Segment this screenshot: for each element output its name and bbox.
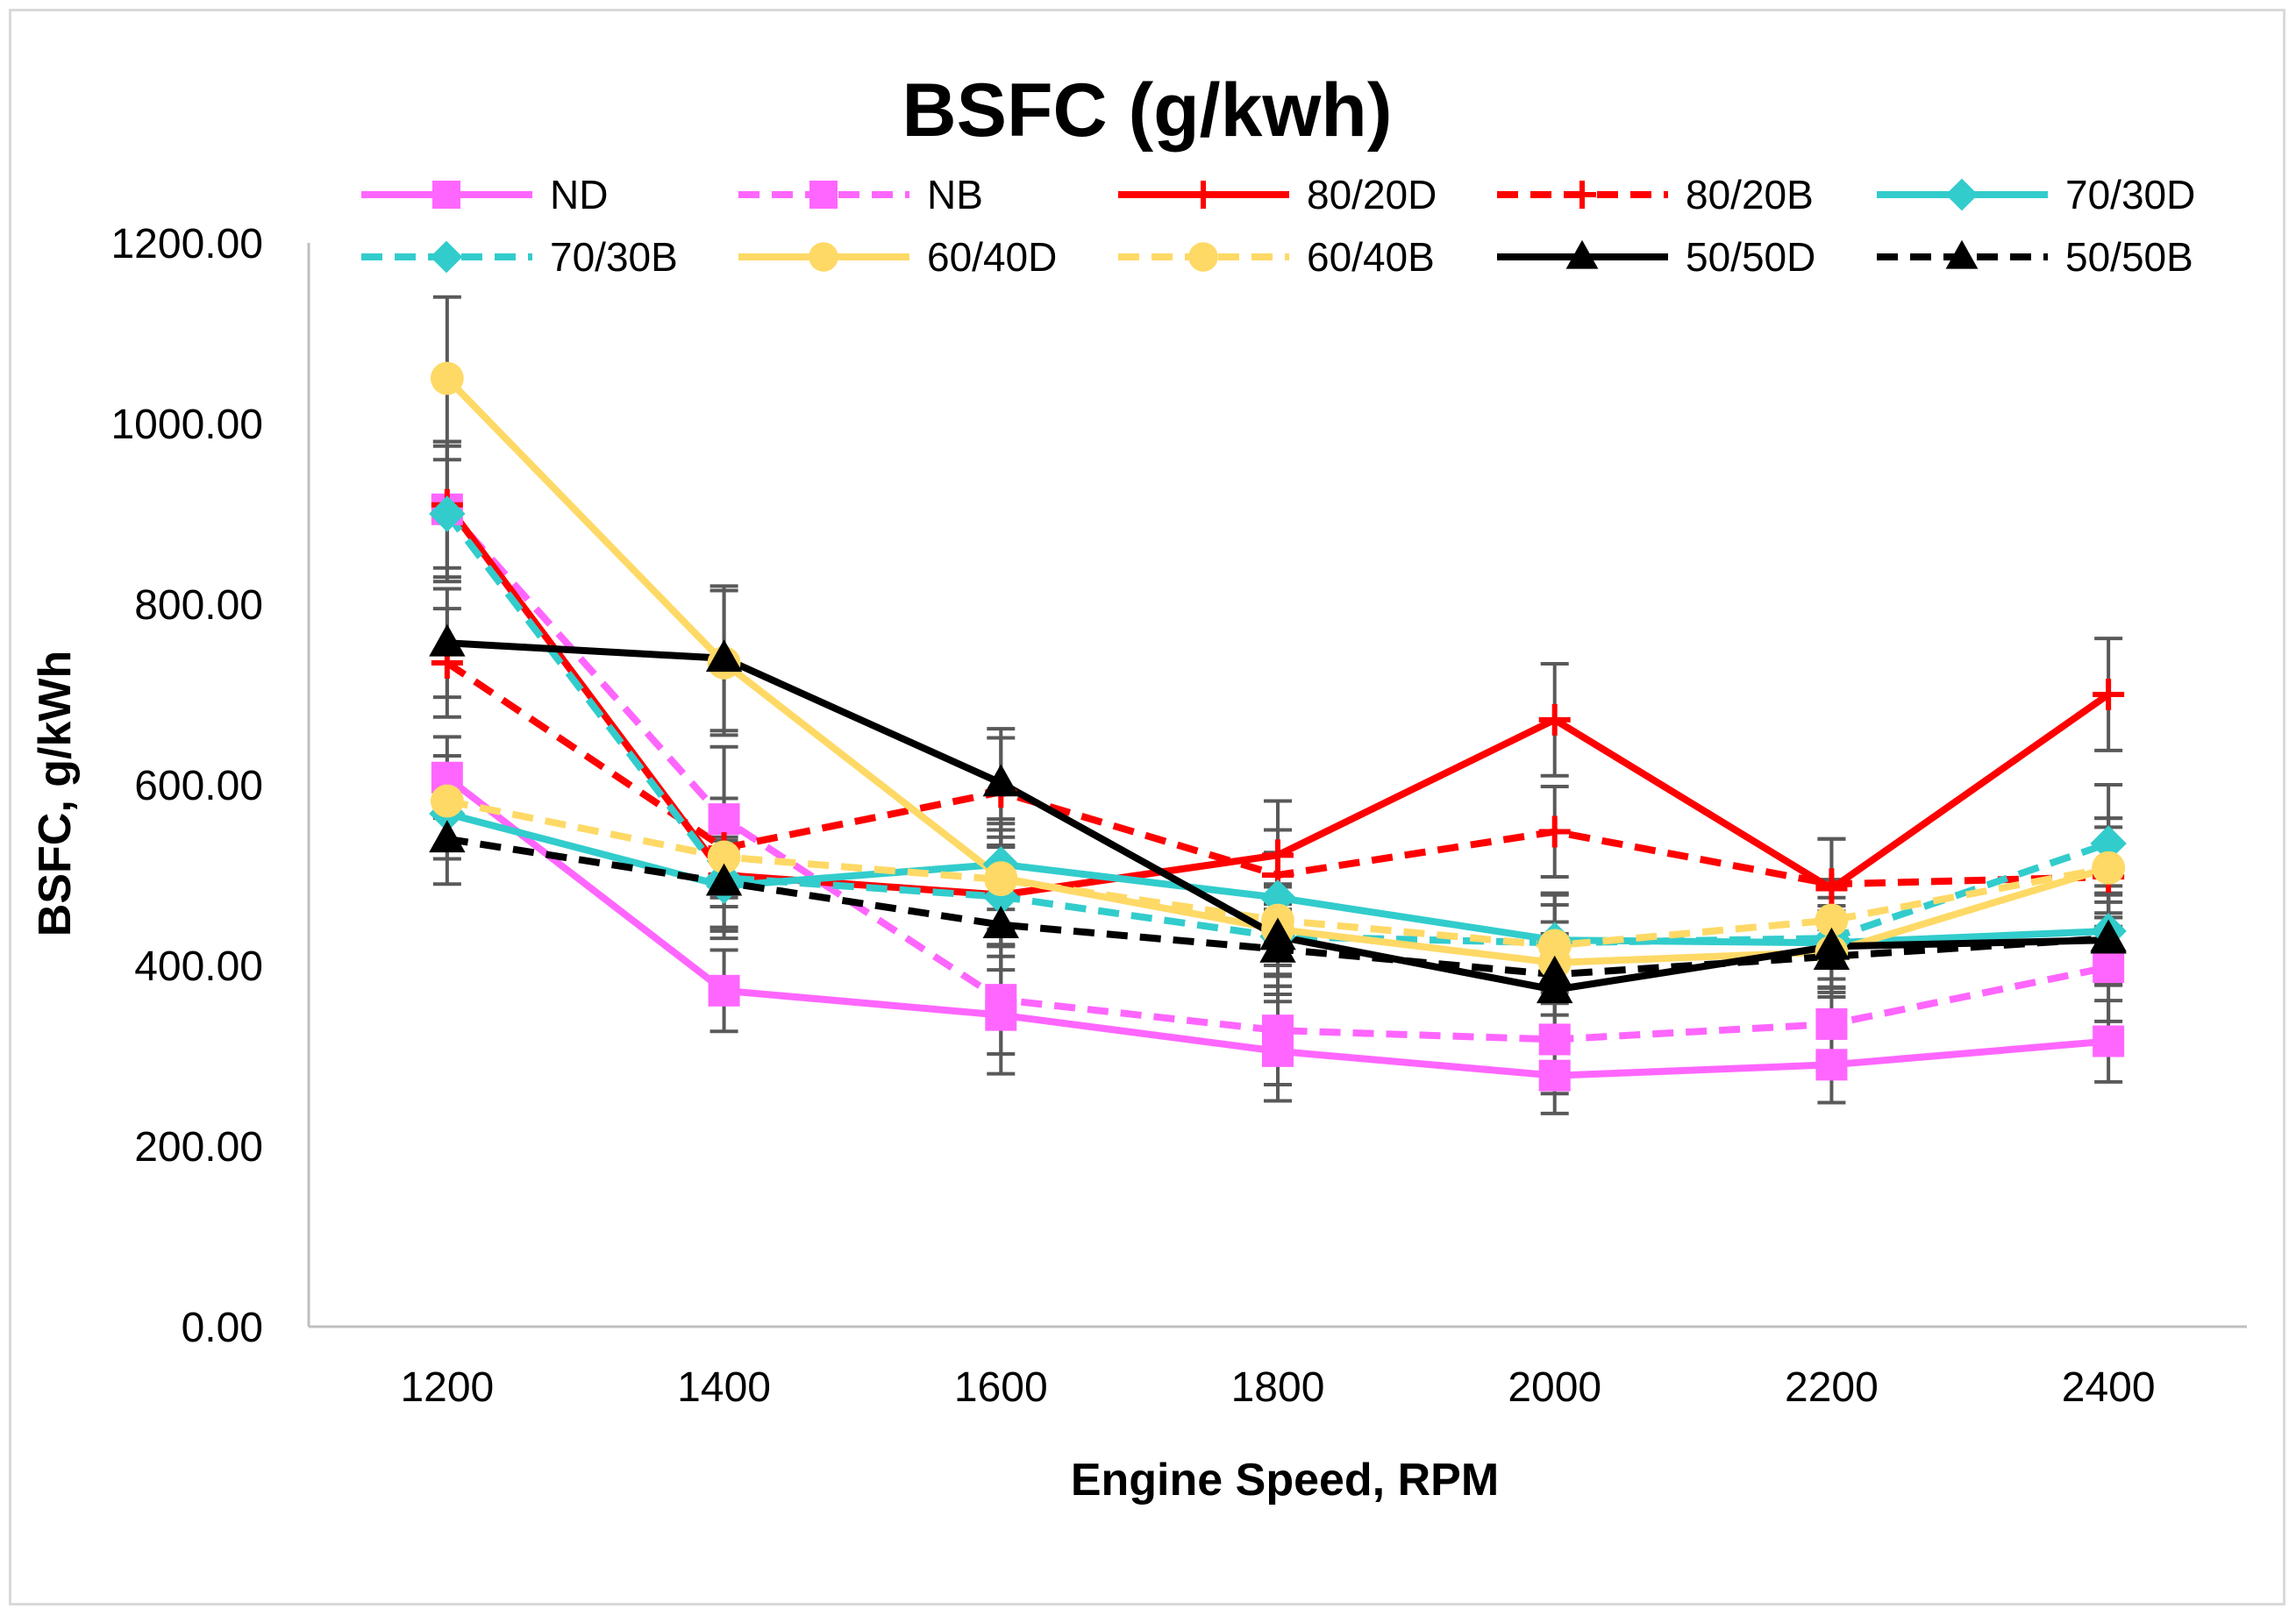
legend-label: 80/20D	[1307, 172, 1437, 217]
chart-title: BSFC (g/kwh)	[902, 68, 1393, 153]
y-tick-label: 0.00	[182, 1305, 263, 1351]
y-tick-label: 400.00	[134, 943, 263, 990]
data-point	[708, 974, 740, 1007]
data-point	[430, 784, 464, 818]
legend-marker	[432, 181, 460, 209]
y-tick-label: 1200.00	[111, 221, 263, 267]
legend-marker	[1568, 181, 1596, 209]
legend-label: NB	[927, 172, 983, 217]
legend-item: 50/50B	[1877, 234, 2193, 280]
y-tick-label: 600.00	[134, 763, 263, 809]
legend-item: 80/20B	[1497, 172, 1814, 217]
legend-marker	[1565, 239, 1599, 269]
data-point	[1537, 929, 1572, 963]
data-point	[982, 764, 1019, 797]
data-point	[2090, 919, 2127, 952]
data-point	[2093, 951, 2125, 984]
data-point	[430, 361, 464, 395]
data-point	[2093, 1025, 2125, 1057]
data-point	[1537, 955, 1573, 988]
data-point	[985, 984, 1017, 1016]
data-point	[1815, 1007, 1848, 1040]
y-tick-label: 1000.00	[111, 402, 263, 448]
data-point	[1813, 937, 1850, 970]
data-point	[429, 820, 466, 853]
legend-label: 50/50D	[1686, 234, 1815, 280]
legend-label: 60/40D	[927, 234, 1057, 280]
legend-label: 70/30B	[550, 234, 678, 280]
legend-label: ND	[550, 172, 608, 217]
x-tick-label: 1200	[400, 1364, 494, 1411]
data-point	[1262, 1014, 1294, 1047]
y-axis: 0.00 200.00 400.00 600.00 800.00 1000.00 1200.…	[111, 221, 310, 1351]
y-tick-label: 800.00	[134, 582, 263, 629]
data-point	[708, 803, 740, 836]
data-point	[1538, 1059, 1571, 1092]
data-point	[2092, 851, 2126, 885]
x-tick-label: 1800	[1231, 1364, 1325, 1411]
series-markers	[429, 361, 2127, 1092]
data-point	[707, 840, 741, 874]
legend-item: 60/40D	[738, 234, 1057, 280]
data-point	[2093, 679, 2125, 710]
data-point	[984, 863, 1018, 897]
x-tick-label: 1600	[954, 1364, 1048, 1411]
legend-label: 60/40B	[1307, 234, 1435, 280]
legend-item: NB	[738, 172, 983, 217]
y-axis-title: BSFC, g/kWh	[30, 651, 81, 936]
legend-label: 50/50B	[2065, 234, 2193, 280]
data-point	[1538, 703, 1571, 736]
data-point	[429, 623, 466, 657]
legend-label: 70/30D	[2065, 172, 2195, 217]
x-axis: 1200 1400 1600 1800 2000 2200 2400	[309, 1325, 2247, 1411]
data-point	[982, 906, 1019, 938]
data-point	[2090, 825, 2127, 862]
legend-item: ND	[361, 172, 608, 217]
legend-item: 70/30D	[1877, 172, 2195, 217]
legend-marker	[1189, 181, 1217, 209]
error-bars	[432, 295, 2123, 1115]
x-tick-label: 2200	[1785, 1364, 1879, 1411]
data-point	[429, 495, 466, 532]
data-point	[1538, 815, 1571, 848]
data-point	[1259, 929, 1296, 963]
legend-item: 70/30B	[361, 234, 678, 280]
legend: ND NB 80/20D 80/20B 70/30D 70/30B 60/40D 60/40B…	[361, 172, 2195, 280]
legend-label: 80/20B	[1686, 172, 1814, 217]
legend-marker	[809, 242, 838, 272]
data-point	[1815, 903, 1849, 937]
data-point	[1815, 1049, 1848, 1081]
chart-frame	[9, 9, 2285, 1605]
x-tick-label: 2000	[1508, 1364, 1601, 1411]
legend-item: 50/50D	[1497, 234, 1815, 280]
legend-marker	[1945, 178, 1979, 211]
x-axis-title: Engine Speed, RPM	[1071, 1455, 1499, 1506]
legend-marker	[430, 240, 463, 274]
legend-item: 60/40B	[1118, 234, 1435, 280]
data-point	[705, 639, 743, 673]
y-tick-label: 200.00	[134, 1124, 263, 1171]
data-point	[1538, 1023, 1571, 1056]
legend-marker	[1188, 242, 1218, 272]
legend-marker	[1945, 239, 1979, 269]
data-point	[705, 863, 743, 896]
data-point	[1815, 868, 1848, 901]
x-tick-label: 2400	[2062, 1364, 2156, 1411]
legend-item: 80/20D	[1118, 172, 1437, 217]
x-tick-label: 1400	[677, 1364, 771, 1411]
legend-marker	[809, 181, 838, 209]
